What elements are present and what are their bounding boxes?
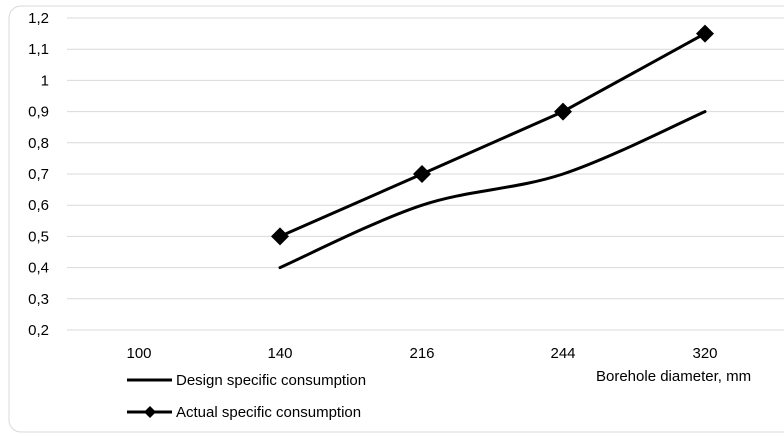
data-point-marker (554, 102, 572, 121)
gridlines (67, 17, 784, 331)
y-tick-label: 0,7 (28, 166, 49, 183)
series-line-1 (278, 110, 707, 270)
x-tick-label: 244 (550, 345, 575, 362)
y-tick-label: 0,2 (28, 322, 49, 339)
data-point-marker (413, 165, 431, 183)
series-markers (271, 24, 714, 246)
series-line-2 (278, 32, 707, 238)
x-tick-label: 320 (692, 345, 717, 362)
y-tick-label: 0,6 (28, 197, 49, 214)
legend-marker (144, 406, 156, 418)
y-tick-label: 0,3 (28, 291, 49, 308)
x-axis-ticks: 100 140 216 244 320 (126, 345, 717, 362)
data-point-marker (696, 24, 714, 43)
x-tick-label: 140 (267, 345, 292, 362)
series-lines (278, 32, 707, 270)
y-tick-label: 0,4 (28, 260, 49, 277)
data-point-marker (271, 227, 289, 246)
y-axis-ticks: 0,2 0,3 0,4 0,5 0,6 0,7 0,8 0,9 1 1,1 1,2 (28, 10, 49, 339)
y-tick-label: 1,2 (28, 10, 49, 27)
legend-label-1: Design specific consumption (176, 372, 366, 389)
y-tick-label: 0,5 (28, 228, 49, 245)
y-tick-label: 0,9 (28, 104, 49, 121)
legend: Design specific consumption Actual specif… (127, 372, 366, 421)
y-tick-label: 1 (41, 72, 49, 89)
chart-frame (8, 5, 784, 433)
y-tick-label: 0,8 (28, 135, 49, 152)
x-tick-label: 216 (409, 345, 434, 362)
legend-label-2: Actual specific consumption (176, 404, 361, 421)
x-axis-title: Borehole diameter, mm (596, 368, 751, 385)
y-tick-label: 1,1 (28, 41, 49, 58)
x-tick-label: 100 (126, 345, 151, 362)
